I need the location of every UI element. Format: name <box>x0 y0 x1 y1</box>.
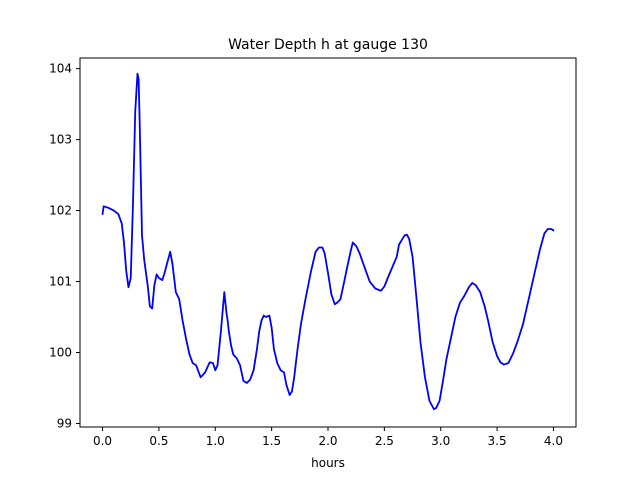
x-tick-label: 1.0 <box>206 434 225 448</box>
plot-area: 0.0 0.5 1.0 1.5 2.0 2.5 3.0 3.5 4.0 99 100 101 102 10… <box>49 57 577 448</box>
x-tick-label: 1.5 <box>262 434 281 448</box>
y-tick-label: 102 <box>49 204 72 218</box>
y-tick-label: 103 <box>49 133 72 147</box>
y-tick-label: 100 <box>49 345 72 359</box>
series-line-0 <box>101 72 555 411</box>
y-tick-label: 99 <box>57 416 72 430</box>
x-tick-label: 4.0 <box>544 434 563 448</box>
x-tick-label: 0.0 <box>93 434 112 448</box>
x-tick-label: 2.5 <box>375 434 394 448</box>
x-tick-label: 0.5 <box>149 434 168 448</box>
chart-title: Water Depth h at gauge 130 <box>228 37 428 53</box>
x-tick-label: 3.0 <box>431 434 450 448</box>
x-tick-label: 3.5 <box>488 434 507 448</box>
x-axis-label: hours <box>311 456 345 470</box>
y-tick-label: 101 <box>49 275 72 289</box>
x-tick-label: 2.0 <box>318 434 337 448</box>
y-tick-label: 104 <box>49 62 72 76</box>
